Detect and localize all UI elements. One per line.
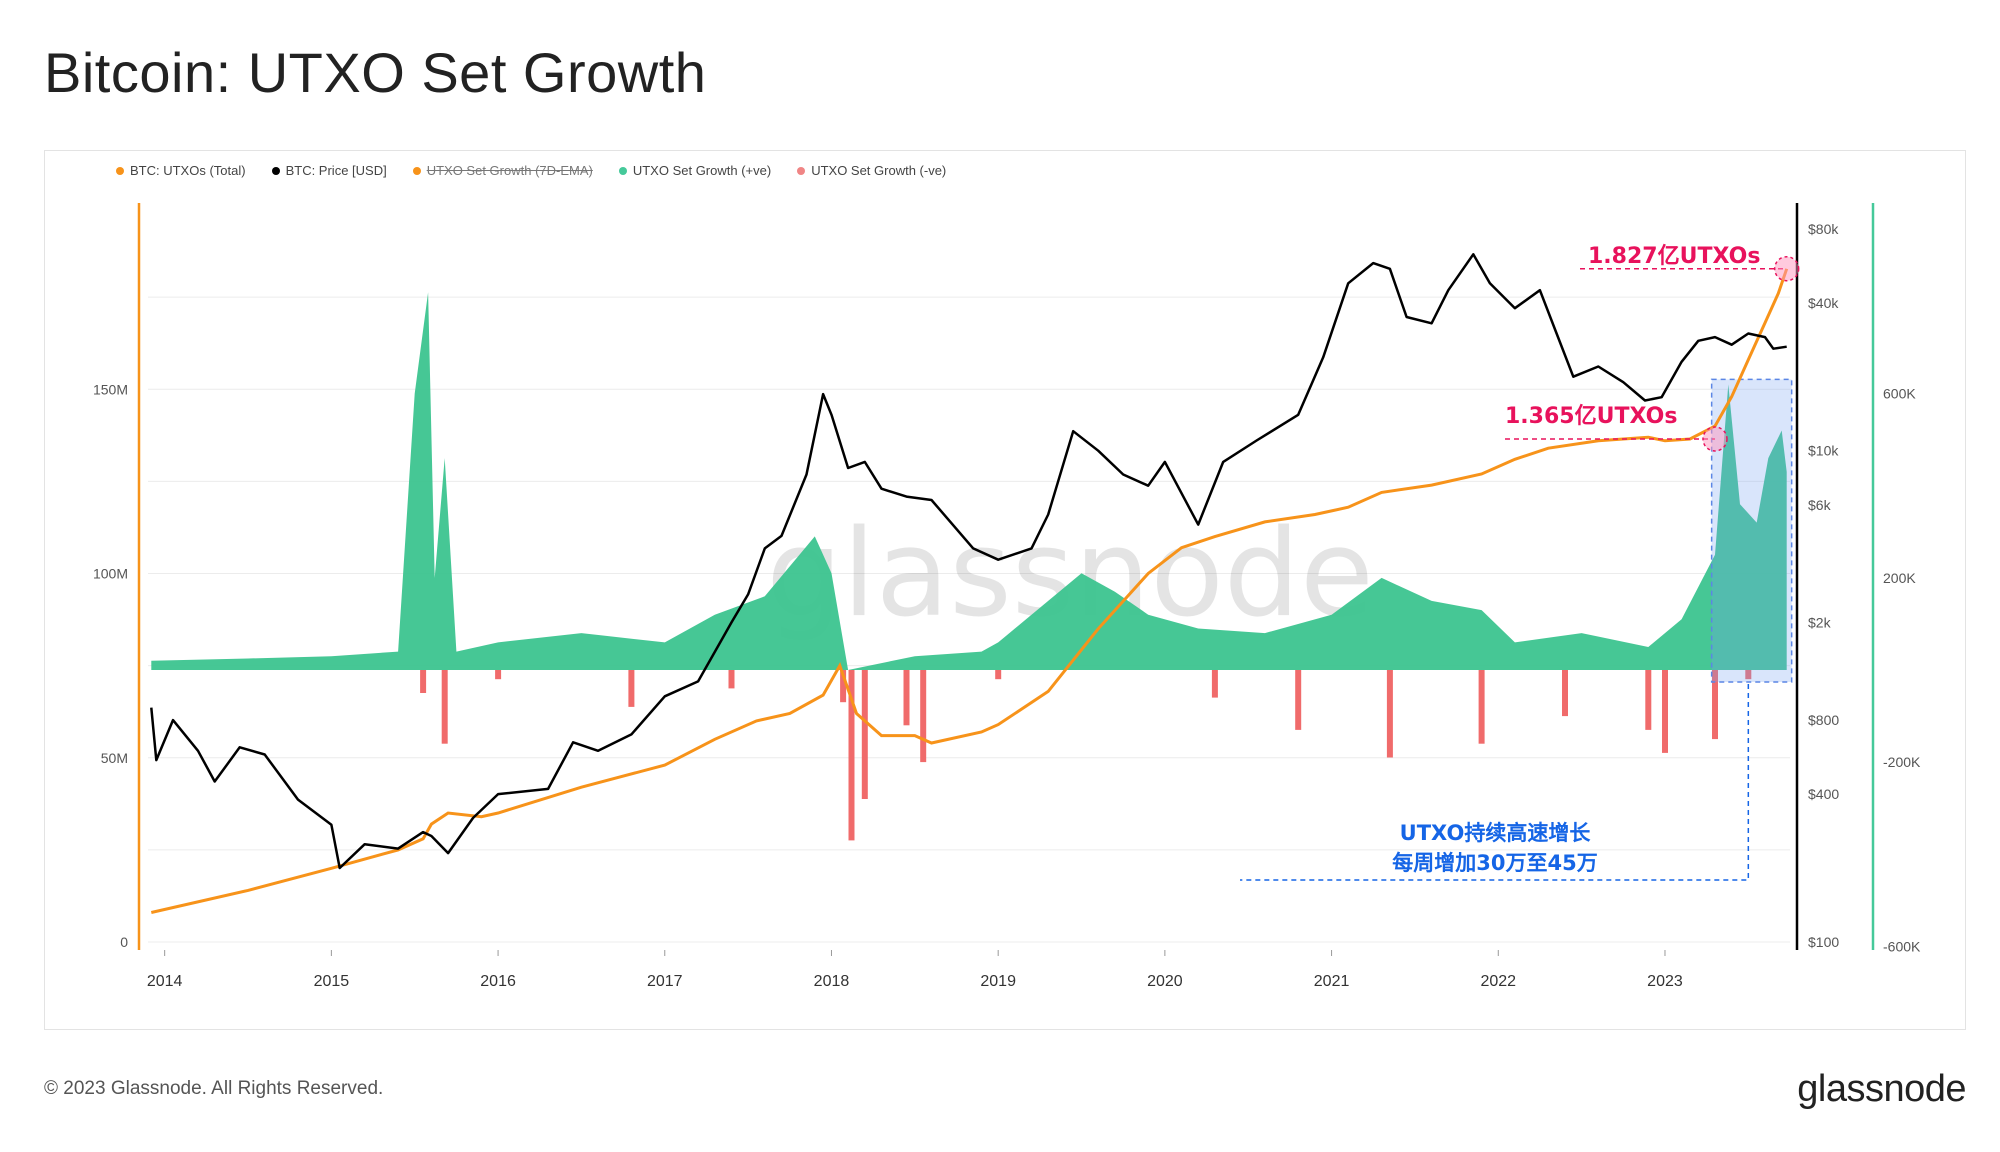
y-tick-price: $400 <box>1808 786 1839 802</box>
annotation-growth-note-2: 每周增加30万至45万 <box>1392 851 1597 875</box>
y-tick-growth: 600K <box>1883 386 1916 402</box>
legend-dot-icon <box>797 166 806 175</box>
annotation-marker <box>1702 426 1728 452</box>
y-tick-price: $10k <box>1808 443 1839 459</box>
y-tick-price: $100 <box>1808 934 1839 950</box>
legend-dot-icon <box>412 166 421 175</box>
series-line-price <box>150 253 1787 870</box>
bar-growth-negative <box>728 670 735 689</box>
bar-growth-negative <box>995 670 1002 680</box>
footer-copyright: © 2023 Glassnode. All Rights Reserved. <box>44 1078 384 1099</box>
bar-growth-negative <box>1662 670 1668 753</box>
y-tick-left: 50M <box>101 750 128 766</box>
glassnode-logo: glassnode <box>1797 1068 1966 1110</box>
legend-dot-icon <box>271 166 280 175</box>
y-tick-price: $2k <box>1808 614 1832 630</box>
bar-growth-negative <box>495 670 502 680</box>
bar-growth-negative <box>1295 670 1302 730</box>
bar-growth-negative <box>1745 670 1752 680</box>
y-tick-left: 0 <box>120 934 128 950</box>
bar-growth-negative <box>1562 670 1568 717</box>
bar-growth-negative <box>861 670 868 799</box>
legend-label: BTC: Price [USD] <box>285 163 387 178</box>
x-tick-label: 2019 <box>980 973 1016 990</box>
bar-growth-negative <box>1712 670 1718 740</box>
legend-dot-icon <box>116 166 124 175</box>
y-tick-growth: -600K <box>1883 938 1921 954</box>
y-tick-price: $800 <box>1808 712 1839 728</box>
annotation-utxos-peak: 1.827亿UTXOs <box>1588 244 1760 269</box>
x-tick-label: 2022 <box>1480 973 1516 990</box>
x-tick-label: 2023 <box>1647 973 1683 990</box>
x-tick-label: 2017 <box>647 973 683 990</box>
bar-growth-negative <box>1386 670 1393 758</box>
series-line-utxos-total <box>150 268 1789 914</box>
bar-growth-negative <box>628 670 635 707</box>
y-tick-price: $6k <box>1808 497 1832 513</box>
highlight-box <box>1710 378 1793 683</box>
y-tick-growth: 200K <box>1883 570 1916 586</box>
legend-dot-icon <box>618 166 627 175</box>
chart-frame <box>44 150 1966 1030</box>
bar-growth-negative <box>1478 670 1485 744</box>
x-tick-label: 2021 <box>1314 973 1350 990</box>
chart-legend: BTC: UTXOs (Total) BTC: Price [USD] UTXO… <box>116 163 946 178</box>
x-tick-label: 2014 <box>147 973 183 990</box>
bar-growth-negative <box>903 670 910 726</box>
x-tick-label: 2016 <box>480 973 516 990</box>
y-tick-left: 150M <box>93 381 128 397</box>
bar-growth-negative <box>1211 670 1218 698</box>
y-tick-price: $80k <box>1808 221 1839 237</box>
x-tick-label: 2020 <box>1147 973 1183 990</box>
annotation-growth-note-1: UTXO持续高速增长 <box>1400 821 1592 845</box>
bar-growth-negative <box>1645 670 1652 730</box>
legend-label: BTC: UTXOs (Total) <box>130 163 246 178</box>
legend-label: UTXO Set Growth (7D-EMA) <box>426 163 593 178</box>
legend-item-growth-ema[interactable]: UTXO Set Growth (7D-EMA) <box>412 163 593 178</box>
annotation-utxos-mid: 1.365亿UTXOs <box>1505 404 1677 429</box>
bar-growth-negative <box>920 670 927 763</box>
bar-growth-negative <box>441 670 448 744</box>
legend-item-growth-positive[interactable]: UTXO Set Growth (+ve) <box>618 163 772 178</box>
page-title: Bitcoin: UTXO Set Growth <box>44 41 707 104</box>
bar-growth-negative <box>848 670 855 841</box>
y-tick-price: $40k <box>1808 295 1839 311</box>
x-tick-label: 2018 <box>814 973 850 990</box>
x-tick-label: 2015 <box>314 973 350 990</box>
annotation-marker <box>1773 256 1800 282</box>
legend-item-price[interactable]: BTC: Price [USD] <box>271 163 387 178</box>
legend-item-utxos-total[interactable]: BTC: UTXOs (Total) <box>116 163 246 178</box>
legend-label: UTXO Set Growth (+ve) <box>632 163 772 178</box>
legend-label: UTXO Set Growth (-ve) <box>811 163 947 178</box>
bar-growth-negative <box>840 670 847 703</box>
bar-growth-negative <box>420 670 427 693</box>
y-tick-left: 100M <box>93 566 128 582</box>
annotation-callout-line <box>1240 684 1750 881</box>
y-tick-growth: -200K <box>1883 754 1921 770</box>
legend-item-growth-negative[interactable]: UTXO Set Growth (-ve) <box>797 163 946 178</box>
